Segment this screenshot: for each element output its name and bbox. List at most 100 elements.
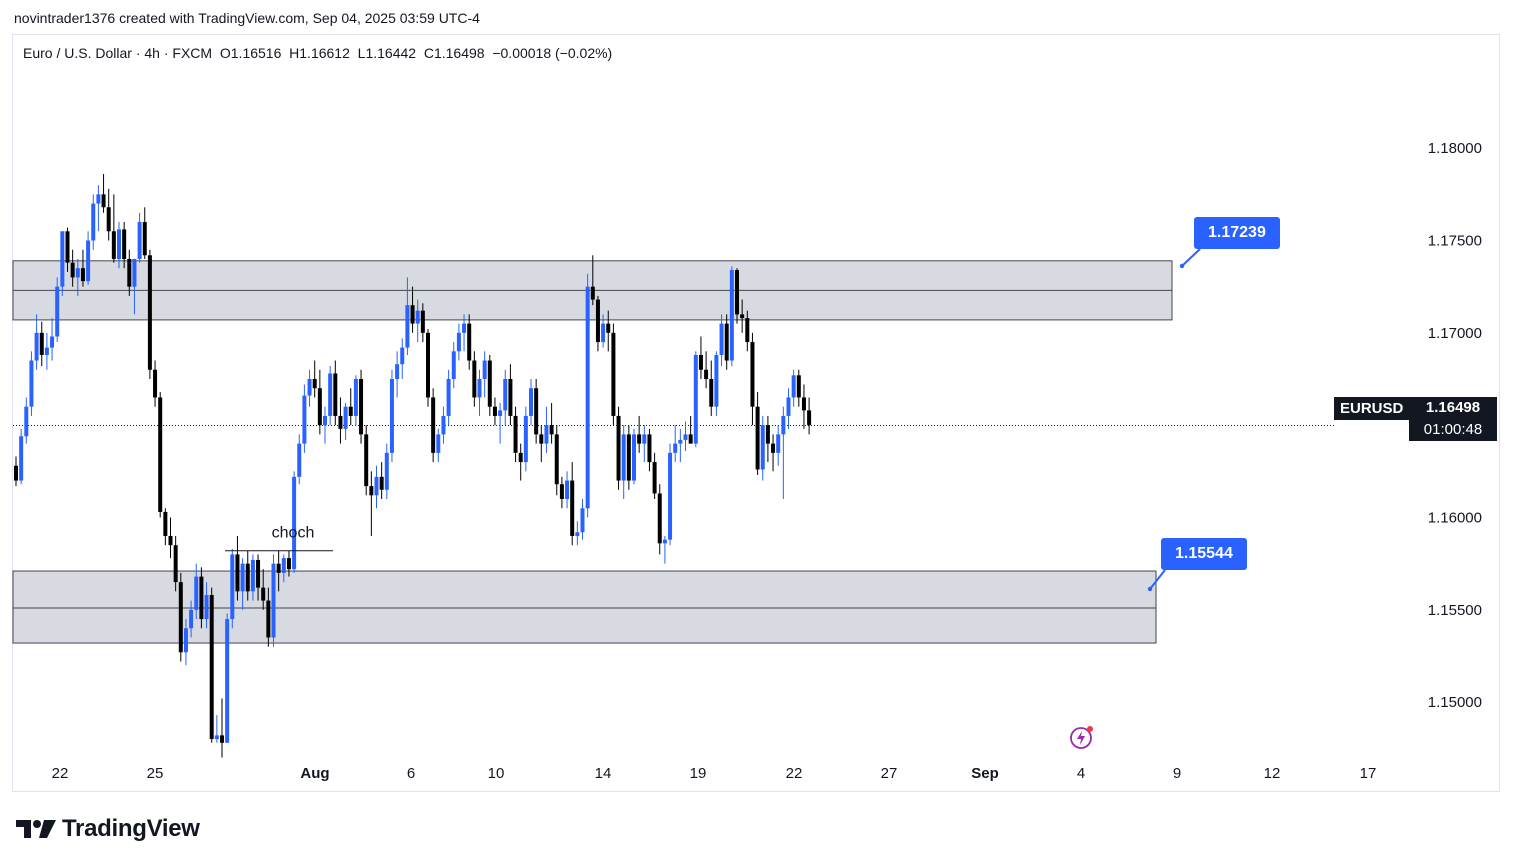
exchange: FXCM	[172, 45, 213, 61]
candle-body	[616, 415, 621, 481]
candle-body	[24, 406, 29, 437]
candle-body	[261, 587, 266, 601]
candle-body	[801, 397, 806, 411]
candle	[426, 329, 430, 407]
candle	[498, 403, 503, 444]
candle	[204, 582, 209, 629]
candle	[451, 342, 456, 389]
x-tick-label: 10	[488, 765, 505, 782]
candle	[693, 351, 698, 448]
candle	[127, 249, 132, 296]
candle	[786, 388, 791, 429]
tradingview-logo[interactable]: TradingView	[16, 815, 200, 843]
candle	[729, 266, 734, 367]
candle-body	[472, 360, 477, 398]
x-tick-label: 9	[1173, 765, 1181, 782]
candle-body	[415, 310, 420, 324]
chart-frame[interactable]	[12, 34, 1500, 792]
x-tick-label: 17	[1360, 765, 1377, 782]
candle	[106, 188, 111, 241]
candle	[173, 535, 178, 592]
candle	[343, 403, 348, 440]
candle	[117, 222, 121, 269]
candle-body	[683, 434, 688, 440]
x-tick-label: 19	[690, 765, 707, 782]
candle	[374, 465, 379, 509]
candle-body	[575, 532, 580, 536]
candle	[719, 314, 724, 367]
candle-body	[106, 207, 111, 232]
flash-alert-icon[interactable]	[1069, 724, 1095, 750]
candle	[781, 406, 786, 500]
candle-body	[482, 360, 487, 379]
candle	[704, 351, 709, 389]
candle-body	[245, 563, 250, 592]
candle-body	[312, 378, 317, 389]
candle-body	[292, 476, 297, 570]
candle-body	[317, 388, 322, 426]
candle-body	[91, 203, 96, 241]
candle	[791, 369, 796, 407]
candle-body	[96, 194, 101, 204]
candle	[189, 600, 194, 638]
candle-body	[34, 332, 39, 361]
candle	[101, 174, 106, 213]
resistance-price-callout[interactable]: 1.17239	[1194, 217, 1280, 249]
candle	[271, 554, 276, 647]
candle	[75, 258, 80, 296]
candle-body	[585, 286, 590, 509]
candle	[168, 517, 173, 559]
candle	[266, 587, 271, 647]
candle	[662, 535, 667, 564]
candle-body	[637, 434, 642, 444]
candle	[472, 351, 477, 407]
ohlc-header: Euro / U.S. Dollar · 4h · FXCM O1.16516 …	[23, 45, 613, 61]
candle	[199, 567, 204, 629]
candle-body	[389, 378, 394, 453]
candle-body	[539, 434, 544, 444]
support-price-callout[interactable]: 1.15544	[1161, 538, 1247, 570]
candle-body	[178, 582, 183, 653]
candle	[539, 425, 544, 463]
candles-layer	[14, 174, 812, 758]
candle	[601, 314, 606, 348]
candle	[724, 314, 729, 370]
bar-countdown: 01:00:48	[1423, 421, 1483, 438]
candle-body	[431, 397, 436, 453]
symbol-name[interactable]: Euro / U.S. Dollar	[23, 45, 132, 61]
candle	[312, 360, 317, 398]
candle-body	[132, 258, 137, 287]
candle-body	[606, 323, 611, 333]
candle-body	[714, 354, 719, 407]
candle-body	[333, 373, 338, 416]
interval[interactable]: 4h	[144, 45, 160, 61]
zones-layer	[12, 248, 1334, 644]
candle	[302, 384, 307, 453]
candle-body	[153, 369, 158, 398]
x-tick-label: 22	[786, 765, 803, 782]
candle-body	[657, 493, 662, 544]
candle-body	[508, 378, 513, 416]
candle	[256, 554, 261, 601]
candle-body	[220, 735, 224, 743]
candle-body	[487, 360, 492, 407]
candle	[771, 434, 776, 472]
candle-body	[791, 375, 796, 398]
tradingview-brand-name: TradingView	[62, 815, 200, 842]
candle	[652, 452, 657, 500]
candle-body	[621, 434, 626, 481]
candle	[544, 406, 549, 453]
candle-body	[302, 395, 307, 444]
candle	[436, 428, 441, 463]
candle	[91, 194, 96, 250]
candle-body	[554, 434, 559, 485]
y-tick-label: 1.15000	[1428, 694, 1482, 711]
candle-body	[328, 373, 333, 416]
candle-body	[65, 231, 70, 263]
y-tick-label: 1.18000	[1428, 140, 1482, 157]
candle-body	[101, 194, 106, 208]
choch-label: choch	[272, 525, 315, 542]
candle	[714, 351, 719, 416]
candle	[400, 338, 405, 379]
